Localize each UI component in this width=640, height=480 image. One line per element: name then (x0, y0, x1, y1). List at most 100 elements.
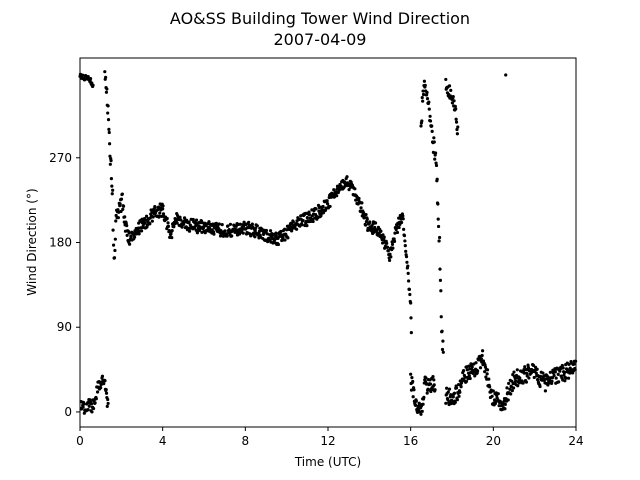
data-point (113, 248, 117, 253)
data-point (397, 225, 401, 230)
data-point (485, 372, 489, 376)
data-point (225, 234, 229, 238)
data-point (105, 87, 109, 91)
data-point (478, 366, 483, 370)
data-point (550, 379, 554, 383)
data-point (541, 371, 545, 375)
data-point (291, 220, 295, 224)
data-point (80, 73, 85, 77)
data-point (447, 84, 452, 88)
data-point (208, 226, 212, 231)
data-point (276, 242, 280, 247)
data-point (521, 381, 525, 385)
data-point (409, 372, 413, 376)
data-point (106, 111, 110, 115)
data-point (201, 225, 206, 230)
chart-subtitle: 2007-04-09 (274, 30, 367, 49)
data-point (373, 221, 378, 225)
data-point (505, 386, 509, 390)
data-point (550, 376, 555, 380)
data-point (387, 258, 392, 263)
x-axis-label: Time (UTC) (294, 455, 361, 469)
data-point (459, 385, 463, 389)
y-tick-label: 0 (64, 405, 72, 419)
data-point (403, 239, 407, 243)
data-point (452, 391, 457, 395)
data-point (102, 382, 106, 386)
data-point (319, 214, 323, 218)
data-point (118, 202, 122, 206)
data-point (507, 381, 511, 386)
data-point (304, 211, 308, 215)
data-point (522, 371, 526, 375)
data-point (420, 409, 424, 413)
data-point (226, 224, 230, 228)
data-point (111, 243, 116, 247)
data-point (103, 70, 107, 74)
data-point (307, 212, 311, 217)
data-point (273, 238, 277, 242)
data-point (307, 210, 311, 214)
x-tick-label: 20 (486, 434, 501, 448)
data-point (404, 249, 408, 253)
data-point (249, 234, 253, 238)
data-point (353, 187, 357, 191)
data-point (161, 204, 165, 208)
data-point (491, 389, 495, 393)
data-point (436, 217, 440, 221)
data-point (107, 130, 111, 135)
data-point (119, 197, 124, 201)
data-point (420, 96, 424, 100)
data-point (104, 75, 108, 79)
data-point (125, 224, 129, 228)
data-point (403, 244, 407, 248)
data-point (534, 371, 538, 375)
data-point (110, 192, 114, 196)
data-point (112, 256, 117, 260)
data-point (566, 376, 571, 380)
data-point (194, 218, 199, 222)
data-point (515, 368, 519, 372)
data-point (432, 136, 436, 140)
data-point (451, 94, 455, 99)
chart-title: AO&SS Building Tower Wind Direction (170, 9, 470, 28)
data-point (552, 373, 556, 378)
data-point (404, 255, 409, 259)
data-point (523, 365, 527, 369)
data-point (364, 212, 368, 217)
data-point (99, 386, 103, 390)
data-point (143, 221, 147, 225)
data-point (228, 222, 233, 226)
data-point (108, 162, 112, 166)
data-point (514, 379, 518, 383)
data-point (454, 117, 458, 121)
data-point (357, 196, 361, 201)
data-point (480, 353, 484, 358)
data-point (438, 267, 442, 271)
data-point (105, 404, 109, 408)
data-point (508, 387, 512, 391)
data-point (399, 220, 404, 225)
data-point (394, 227, 398, 232)
data-point (294, 227, 299, 231)
data-point (179, 218, 183, 222)
data-point (474, 361, 478, 365)
data-point (175, 221, 179, 225)
data-point (503, 402, 507, 406)
data-point (411, 395, 415, 399)
data-point (116, 216, 120, 220)
data-point (483, 370, 487, 374)
data-point (109, 177, 114, 181)
data-point (178, 215, 182, 219)
data-point (82, 402, 86, 406)
data-point (89, 402, 94, 406)
data-point (444, 401, 448, 405)
data-point (407, 287, 412, 291)
data-point (314, 207, 318, 211)
data-point (123, 215, 127, 219)
data-point (451, 395, 455, 399)
data-point (250, 222, 254, 226)
data-point (538, 384, 542, 389)
data-point (461, 369, 466, 373)
